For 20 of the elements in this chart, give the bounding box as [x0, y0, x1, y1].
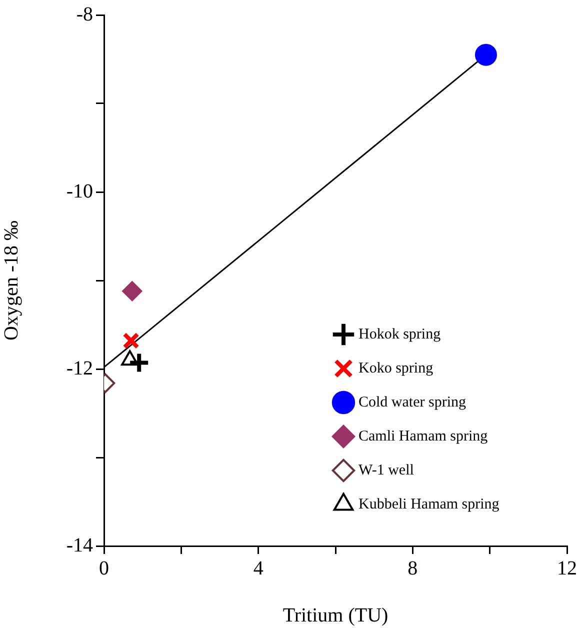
point [128, 352, 150, 374]
y-axis-title: Oxygen -18 ‰ [0, 220, 22, 340]
x-tick-label: 12 [557, 557, 577, 580]
legend-label: W-1 well [358, 462, 414, 478]
x-axis-title: Tritium (TU) [282, 604, 388, 626]
y-tick-label: -8 [76, 3, 93, 26]
legend-label: Koko spring [358, 360, 434, 376]
x-tick-label: 8 [408, 557, 418, 580]
x-tick-label: 0 [99, 557, 109, 580]
legend-label: Camli Hamam spring [358, 428, 488, 444]
y-tick-label: -12 [66, 357, 93, 380]
point [474, 44, 497, 66]
y-tick-label: -14 [66, 534, 93, 556]
legend-label: Cold water spring [358, 394, 466, 410]
y-tick-label: -10 [66, 180, 93, 202]
legend-label: Hokok spring [358, 326, 442, 342]
point [122, 281, 142, 302]
legend-label: Kubbeli Hamam spring [358, 496, 500, 512]
x-tick-label: 4 [253, 557, 264, 580]
point [122, 332, 140, 350]
